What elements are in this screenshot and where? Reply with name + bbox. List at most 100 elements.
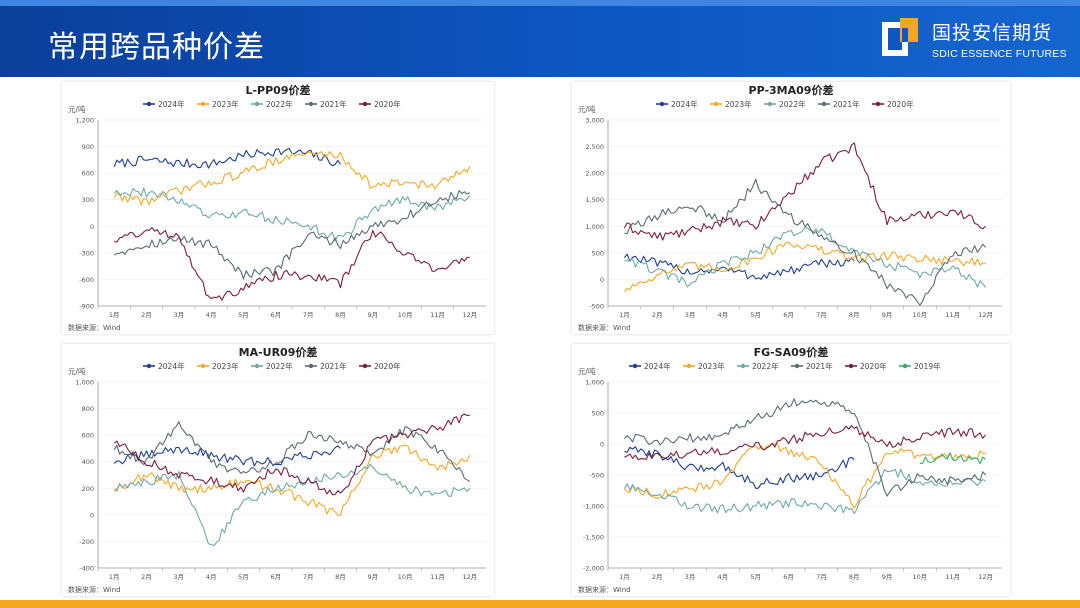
y-tick-label: 2,500	[585, 143, 604, 151]
legend-item: 2022年	[764, 99, 806, 109]
legend-marker	[821, 101, 827, 107]
series-line-2023年	[624, 443, 986, 509]
x-tick-label: 9月	[882, 311, 893, 319]
x-tick-label: 3月	[174, 573, 185, 581]
legend-item: 2021年	[818, 99, 860, 109]
series-line-2021年	[623, 398, 987, 497]
x-tick-label: 9月	[368, 573, 379, 581]
x-tick-label: 1月	[619, 311, 630, 319]
legend-item: 2023年	[197, 361, 239, 371]
x-tick-label: 10月	[398, 573, 413, 581]
x-tick-label: 1月	[109, 573, 120, 581]
data-source-note: 数据来源：Wind	[578, 323, 631, 332]
series-line-2024年	[113, 445, 341, 467]
x-tick-label: 10月	[398, 311, 413, 319]
chart-title: FG-SA09价差	[754, 345, 829, 359]
series-line-2023年	[113, 151, 471, 206]
x-tick-label: 12月	[978, 311, 993, 319]
x-tick-label: 6月	[783, 573, 794, 581]
legend-label: 2022年	[266, 361, 293, 371]
x-tick-label: 8月	[335, 311, 346, 319]
series-line-2020年	[113, 413, 470, 496]
legend-marker	[254, 101, 260, 107]
x-tick-label: 4月	[206, 573, 217, 581]
legend-item: 2023年	[683, 361, 725, 371]
legend-marker	[794, 363, 800, 369]
data-source-note: 数据来源：Wind	[68, 585, 121, 594]
y-axis-unit: 元/吨	[68, 366, 86, 376]
y-tick-label: -300	[79, 249, 94, 257]
x-tick-label: 5月	[750, 311, 761, 319]
x-tick-label: 6月	[271, 573, 282, 581]
x-tick-label: 9月	[882, 573, 893, 581]
y-tick-label: 300	[82, 196, 94, 204]
company-logo-icon	[882, 18, 918, 56]
x-tick-label: 10月	[913, 311, 928, 319]
header-accent-stripe	[0, 0, 1080, 6]
legend-marker	[632, 363, 638, 369]
x-tick-label: 2月	[652, 311, 663, 319]
x-tick-label: 8月	[335, 573, 346, 581]
x-tick-label: 11月	[430, 311, 445, 319]
legend-label: 2019年	[914, 361, 941, 371]
y-tick-label: 800	[82, 405, 94, 413]
legend-marker	[848, 363, 854, 369]
y-tick-label: 500	[592, 410, 604, 418]
series-line-2023年	[113, 444, 471, 516]
legend-label: 2023年	[725, 99, 752, 109]
legend-label: 2020年	[374, 99, 401, 109]
legend-label: 2020年	[860, 361, 887, 371]
x-tick-label: 4月	[206, 311, 217, 319]
y-tick-label: -400	[79, 565, 94, 573]
y-tick-label: 2,000	[585, 170, 604, 178]
y-tick-label: -900	[79, 303, 94, 311]
page-title: 常用跨品种价差	[48, 30, 265, 65]
legend-marker	[146, 363, 152, 369]
legend-label: 2021年	[320, 361, 347, 371]
legend-label: 2024年	[158, 99, 185, 109]
chart-title: L-PP09价差	[245, 83, 310, 97]
series-line-2022年	[624, 227, 987, 288]
x-tick-label: 11月	[945, 311, 960, 319]
series-line-2022年	[113, 463, 471, 547]
legend-item: 2020年	[845, 361, 887, 371]
x-tick-label: 9月	[368, 311, 379, 319]
y-tick-label: 400	[82, 458, 94, 466]
legend-marker	[200, 101, 206, 107]
y-tick-label: 900	[82, 143, 94, 151]
y-tick-label: 0	[600, 441, 604, 449]
series-line-2021年	[113, 190, 471, 280]
legend-label: 2024年	[158, 361, 185, 371]
legend-item: 2024年	[143, 99, 185, 109]
legend-item: 2022年	[737, 361, 779, 371]
x-tick-label: 11月	[945, 573, 960, 581]
series-line-2020年	[623, 142, 986, 241]
legend-item: 2021年	[305, 99, 347, 109]
legend-label: 2021年	[833, 99, 860, 109]
legend-item: 2024年	[629, 361, 671, 371]
chart-title: MA-UR09价差	[239, 345, 318, 359]
legend-item: 2023年	[197, 99, 239, 109]
legend-marker	[686, 363, 692, 369]
y-tick-label: 1,000	[585, 223, 604, 231]
chart-panel-l-pp: L-PP09价差 2024年 2023年 2022年 2021年 2020年 元/吨 -900…	[62, 82, 494, 334]
y-tick-label: 0	[600, 276, 604, 284]
x-tick-label: 12月	[462, 573, 477, 581]
legend-marker	[362, 101, 368, 107]
x-tick-label: 2月	[141, 311, 152, 319]
legend-label: 2022年	[779, 99, 806, 109]
series-line-2020年	[624, 425, 987, 461]
x-tick-label: 7月	[303, 311, 314, 319]
legend-item: 2020年	[359, 361, 401, 371]
x-tick-label: 5月	[750, 573, 761, 581]
series-line-2021年	[113, 421, 471, 483]
y-tick-label: 600	[82, 432, 94, 440]
legend-marker	[875, 101, 881, 107]
legend-marker	[254, 363, 260, 369]
x-tick-label: 5月	[238, 311, 249, 319]
legend-marker	[767, 101, 773, 107]
series-line-2021年	[624, 178, 987, 306]
y-tick-label: 200	[82, 485, 94, 493]
